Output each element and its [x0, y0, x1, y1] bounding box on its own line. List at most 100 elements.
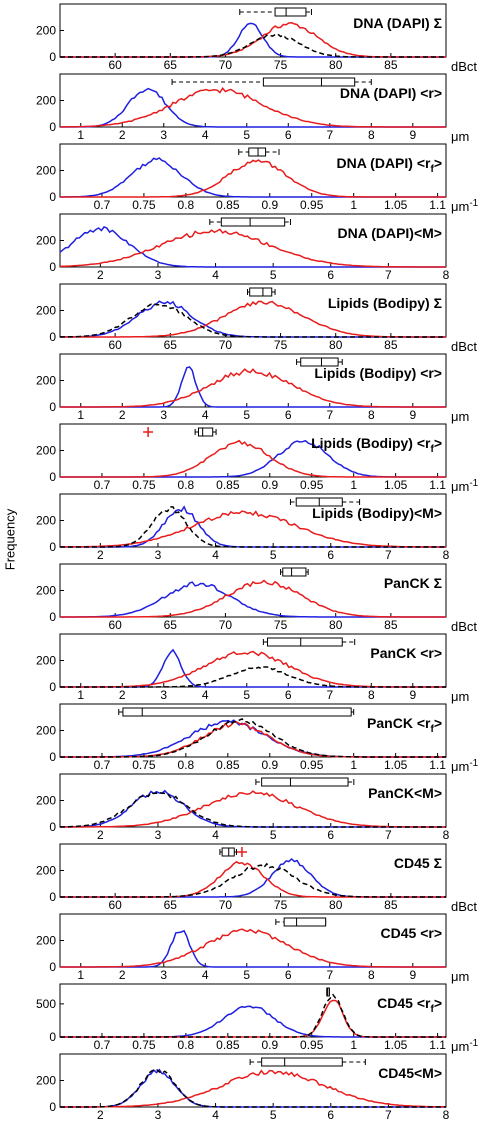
x-tick-label: 7: [326, 128, 333, 142]
y-tick-label: 0: [49, 610, 56, 624]
x-tick-label: 80: [329, 58, 343, 72]
x-tick-label: 5: [270, 828, 277, 842]
y-tick-label: 0: [49, 330, 56, 344]
x-tick-label: 8: [443, 268, 450, 282]
x-tick-label: 8: [443, 828, 450, 842]
x-tick-label: 4: [202, 128, 209, 142]
x-tick-label: 7: [326, 408, 333, 422]
x-tick-label: 4: [212, 548, 219, 562]
x-unit-label: μm: [451, 409, 469, 424]
box-iqr: [268, 638, 343, 646]
panel-title: DNA (DAPI) <r>: [340, 85, 442, 101]
x-tick-label: 80: [329, 618, 343, 632]
panel-title: Lipids (Bodipy)<M>: [312, 505, 442, 521]
x-tick-label: 1: [77, 688, 84, 702]
x-tick-label: 3: [155, 1108, 162, 1122]
x-tick-label: 70: [219, 58, 233, 72]
y-tick-label: 500: [36, 997, 56, 1011]
panel-title: DNA (DAPI) Σ: [353, 15, 442, 31]
x-tick-label: 6: [327, 268, 334, 282]
x-tick-label: 1.1: [429, 1038, 446, 1052]
x-tick-label: 2: [97, 1108, 104, 1122]
x-tick-label: 2: [119, 688, 126, 702]
y-tick-label: 0: [49, 680, 56, 694]
x-tick-label: 0.85: [216, 1038, 240, 1052]
x-tick-label: 6: [285, 128, 292, 142]
panel-title: Lipids (Bodipy) Σ: [328, 295, 442, 311]
x-tick-label: 85: [384, 898, 398, 912]
x-tick-label: 9: [409, 968, 416, 982]
x-tick-label: 1.05: [384, 758, 408, 772]
x-tick-label: 1.1: [429, 478, 446, 492]
box-iqr: [249, 148, 266, 156]
box-iqr: [275, 8, 306, 16]
x-tick-label: 80: [329, 898, 343, 912]
x-unit-label: μm: [451, 129, 469, 144]
panel-title: PanCK <rf>: [367, 715, 442, 735]
x-tick-label: 0.85: [216, 478, 240, 492]
x-tick-label: 6: [327, 548, 334, 562]
y-tick-label: 0: [49, 960, 56, 974]
x-tick-label: 9: [409, 408, 416, 422]
x-tick-label: 70: [219, 338, 233, 352]
x-tick-label: 1.05: [384, 1038, 408, 1052]
box-iqr: [123, 708, 351, 716]
y-tick-label: 0: [49, 400, 56, 414]
x-tick-label: 0.95: [300, 758, 324, 772]
x-unit-label: μm-1: [451, 478, 479, 494]
x-tick-label: 1: [350, 1038, 357, 1052]
y-tick-label: 0: [49, 190, 56, 204]
x-tick-label: 2: [119, 408, 126, 422]
x-tick-label: 85: [384, 618, 398, 632]
x-tick-label: 2: [97, 548, 104, 562]
x-tick-label: 60: [108, 58, 122, 72]
x-tick-label: 1: [77, 128, 84, 142]
box-iqr: [262, 778, 348, 786]
x-tick-label: 5: [243, 408, 250, 422]
x-tick-label: 5: [270, 268, 277, 282]
x-tick-label: 3: [155, 548, 162, 562]
x-unit-label: dBct: [451, 59, 477, 74]
x-tick-label: 4: [202, 968, 209, 982]
y-tick-label: 0: [49, 1030, 56, 1044]
x-tick-label: 4: [202, 408, 209, 422]
x-tick-label: 1.1: [429, 758, 446, 772]
x-tick-label: 0.8: [178, 758, 195, 772]
x-tick-label: 70: [219, 618, 233, 632]
box-iqr: [283, 568, 306, 576]
box-iqr: [262, 1058, 343, 1066]
y-tick-label: 200: [36, 864, 56, 878]
x-tick-label: 1: [350, 758, 357, 772]
x-tick-label: 0.8: [178, 198, 195, 212]
x-tick-label: 70: [219, 898, 233, 912]
y-tick-label: 200: [36, 94, 56, 108]
y-axis-label: Frequency: [3, 508, 18, 572]
x-tick-label: 80: [329, 338, 343, 352]
y-tick-label: 200: [36, 514, 56, 528]
x-tick-label: 0.7: [94, 478, 111, 492]
x-tick-label: 0.8: [178, 1038, 195, 1052]
y-tick-label: 200: [36, 794, 56, 808]
x-tick-label: 85: [384, 338, 398, 352]
y-tick-label: 0: [49, 820, 56, 834]
panel-title: DNA (DAPI) <rf>: [336, 155, 442, 175]
x-tick-label: 0.85: [216, 758, 240, 772]
x-tick-label: 5: [270, 548, 277, 562]
x-tick-label: 6: [285, 688, 292, 702]
panel-13: [60, 844, 446, 897]
x-tick-label: 60: [108, 618, 122, 632]
y-tick-label: 200: [36, 654, 56, 668]
axes-frame: [60, 844, 446, 897]
x-tick-label: 1: [350, 478, 357, 492]
histogram-black: [60, 34, 446, 57]
x-tick-label: 1: [350, 198, 357, 212]
y-tick-label: 200: [36, 24, 56, 38]
x-tick-label: 3: [155, 828, 162, 842]
x-tick-label: 2: [97, 268, 104, 282]
panel-title: PanCK Σ: [384, 575, 442, 591]
x-tick-label: 2: [119, 968, 126, 982]
x-tick-label: 2: [119, 128, 126, 142]
x-tick-label: 1.05: [384, 198, 408, 212]
x-tick-label: 8: [368, 128, 375, 142]
